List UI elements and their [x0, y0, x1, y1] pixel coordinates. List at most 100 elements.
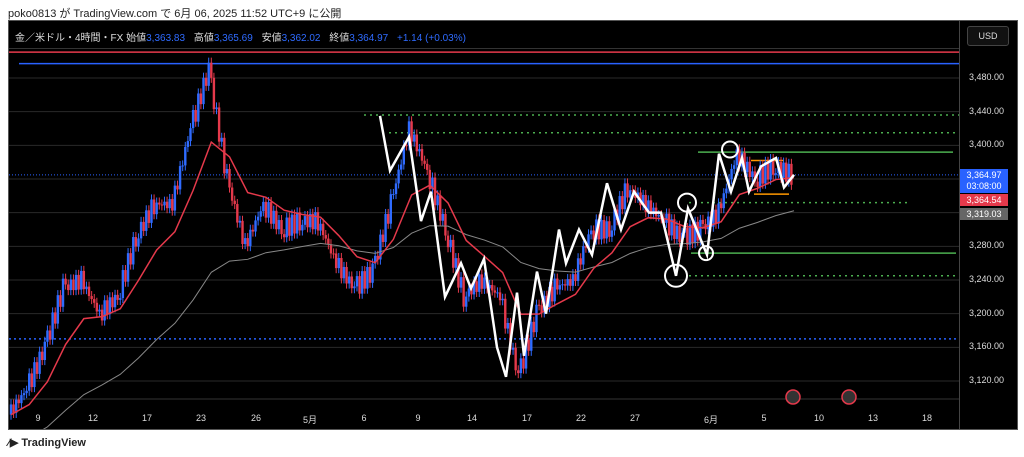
candle-body — [524, 339, 528, 369]
candle-body — [493, 290, 497, 293]
candle-body — [277, 220, 281, 230]
candle-body — [405, 145, 408, 147]
candle-body — [743, 152, 746, 173]
candle-body — [197, 93, 200, 122]
time-axis-label: 5月 — [302, 415, 318, 425]
candle-body — [725, 188, 728, 194]
last-price-tag: 3,364.97 03:08:00 — [960, 169, 1008, 193]
candle-body — [774, 173, 777, 175]
candle-body — [353, 286, 356, 289]
candle-body — [410, 121, 413, 142]
candle-body — [106, 300, 109, 315]
candle-body — [82, 270, 86, 290]
candle-body — [113, 294, 117, 308]
candle-body — [657, 215, 660, 217]
candle-body — [701, 219, 705, 224]
candle-body — [332, 253, 335, 255]
time-axis-label: 26 — [250, 413, 262, 423]
chart-frame[interactable]: 金／米ドル・4時間・FX 始値3,363.83 高値3,365.69 安値3,3… — [8, 20, 1018, 430]
candle-body — [444, 213, 447, 236]
candle-body — [207, 62, 210, 86]
time-axis-label: 6 — [361, 413, 367, 423]
ma-gray-tag: 3,319.03 — [960, 208, 1008, 220]
candle-body — [46, 330, 49, 342]
price-chart[interactable] — [9, 21, 959, 429]
candle-body — [223, 137, 226, 174]
candle-body — [574, 274, 577, 281]
time-axis-label: 13 — [867, 413, 879, 423]
candle-body — [472, 281, 476, 295]
low-value: 3,362.02 — [281, 33, 321, 44]
candle-body — [340, 258, 343, 279]
candle-body — [168, 199, 171, 209]
candle-body — [119, 298, 122, 300]
candle-body — [139, 221, 143, 239]
price-axis-divider — [959, 21, 960, 429]
candle-body — [670, 219, 673, 236]
candle-body — [103, 300, 106, 321]
candle-body — [597, 219, 601, 240]
symbol-legend: 金／米ドル・4時間・FX 始値3,363.83 高値3,365.69 安値3,3… — [15, 29, 472, 44]
candle-body — [426, 163, 429, 170]
candle-body — [241, 220, 244, 245]
candle-body — [321, 223, 325, 236]
candle-body — [176, 185, 179, 190]
low-label: 安値 — [261, 33, 282, 44]
candle-body — [165, 201, 169, 209]
candle-body — [373, 255, 377, 264]
candle-body — [74, 274, 78, 291]
candle-body — [33, 362, 36, 388]
candle-body — [160, 204, 164, 206]
candle-body — [766, 161, 770, 180]
candle-body — [267, 202, 270, 218]
candle-body — [303, 216, 307, 225]
candle-body — [550, 286, 554, 302]
candle-body — [184, 146, 187, 166]
candle-body — [259, 211, 262, 217]
candle-body — [150, 199, 153, 223]
swing-point-circle — [721, 140, 739, 159]
candle-body — [288, 217, 291, 236]
candle-body — [59, 295, 62, 307]
publish-info: poko0813 が TradingView.com で 6月 06, 2025… — [8, 8, 342, 20]
candle-body — [402, 145, 406, 165]
candle-body — [152, 199, 156, 215]
candle-body — [457, 258, 460, 288]
candle-body — [782, 162, 785, 178]
candle-body — [311, 213, 314, 230]
candle-body — [407, 121, 411, 146]
candle-body — [589, 230, 593, 235]
candle-body — [220, 137, 223, 142]
candle-body — [514, 347, 517, 371]
candle-body — [735, 149, 738, 166]
candle-body — [678, 225, 681, 242]
candle-body — [496, 292, 499, 294]
candle-body — [631, 190, 634, 192]
us-flag-event-icon — [841, 389, 857, 405]
candle-body — [602, 219, 606, 239]
candle-body — [688, 224, 692, 245]
candle-body — [319, 223, 322, 231]
candle-body — [608, 221, 611, 237]
candle-body — [626, 183, 629, 198]
candle-body — [337, 258, 340, 269]
candle-body — [251, 229, 255, 232]
candle-body — [519, 358, 523, 374]
candle-body — [506, 322, 510, 329]
candle-body — [368, 266, 372, 283]
swing-point-circle — [698, 245, 714, 262]
candle-body — [576, 258, 580, 281]
candle-body — [28, 373, 31, 391]
currency-button[interactable]: USD — [967, 26, 1009, 46]
candle-body — [693, 221, 697, 244]
candle-body — [475, 281, 478, 292]
logo-text: TradingView — [21, 437, 86, 449]
candle-body — [64, 278, 67, 285]
candle-body — [69, 279, 73, 291]
candle-body — [621, 196, 624, 210]
candle-body — [269, 202, 273, 224]
candle-body — [392, 194, 395, 196]
candle-body — [431, 177, 434, 190]
candle-body — [87, 286, 91, 297]
candle-body — [381, 234, 385, 243]
